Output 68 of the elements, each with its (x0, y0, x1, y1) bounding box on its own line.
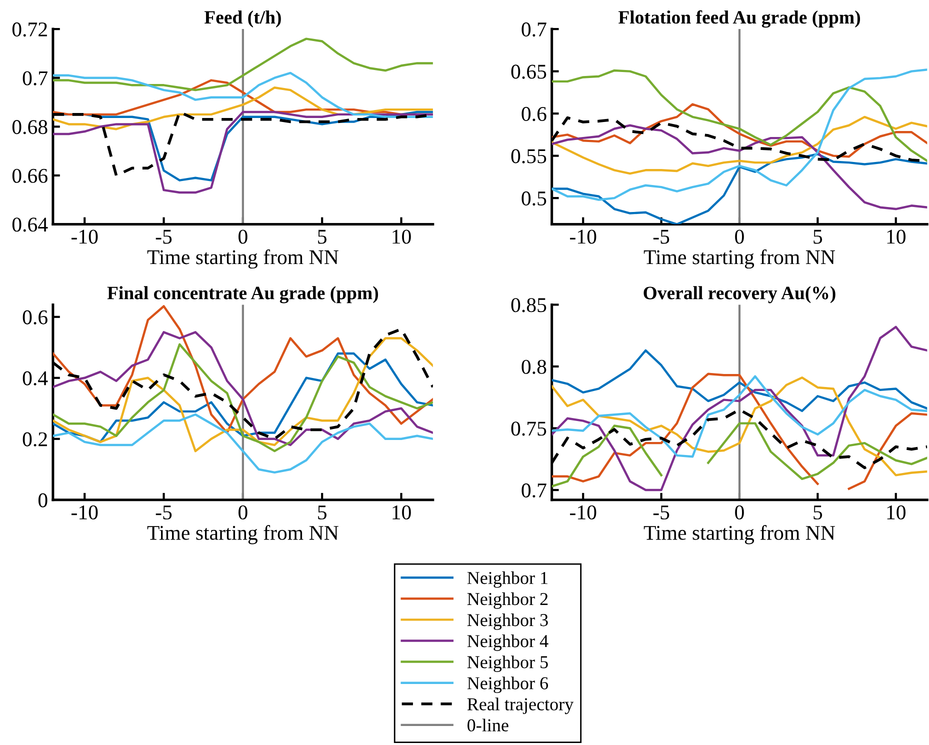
y-tick-label: 0.72 (12, 22, 47, 37)
x-tick-label: 5 (318, 506, 326, 520)
x-tick-label: -10 (570, 230, 596, 244)
x-tick-label: 5 (318, 230, 326, 244)
y-tick-label: 0.6 (522, 106, 546, 122)
y-tick-label: 0.4 (22, 371, 48, 386)
x-axis-title: Time starting from NN (147, 249, 338, 269)
y-tick-label: 0.8 (522, 360, 546, 374)
x-axis-title: Time starting from NN (644, 525, 835, 544)
y-tick-label: 0.68 (12, 120, 48, 134)
x-tick-label: -5 (653, 506, 670, 520)
legend-label: Neighbor 1 (467, 571, 548, 588)
y-tick-label: 0.7 (522, 22, 546, 37)
legend-label: Real trajectory (467, 698, 574, 714)
x-axis-title: Time starting from NN (644, 249, 835, 269)
line-series (552, 68, 928, 201)
line-series (552, 116, 928, 175)
line-series (552, 375, 928, 458)
line-series (552, 349, 928, 412)
x-tick-label: 10 (887, 505, 906, 520)
chart-title: Final concentrate Au grade (ppm) (107, 286, 378, 304)
line-series (52, 72, 433, 118)
line-series (552, 69, 928, 162)
x-tick-label: -10 (72, 230, 98, 244)
line-series (52, 38, 433, 92)
y-tick-label: 0.75 (511, 422, 546, 436)
x-tick-label: 5 (814, 230, 822, 244)
chart-title: Flotation feed Au grade (ppm) (618, 10, 860, 28)
x-tick-label: 10 (392, 505, 411, 520)
line-series (52, 352, 433, 444)
line-series (52, 305, 433, 434)
x-tick-label: -10 (72, 505, 98, 520)
y-tick-label: 0.66 (12, 168, 48, 183)
x-tick-label: 0 (238, 230, 248, 244)
y-tick-label: 0.64 (12, 218, 48, 232)
line-series (552, 326, 928, 492)
line-series (52, 413, 433, 474)
x-tick-label: 5 (814, 506, 822, 520)
legend-label: Neighbor 6 (467, 676, 548, 694)
y-tick-label: 0.5 (522, 191, 546, 206)
x-tick-label: 0 (735, 230, 744, 244)
legend-label: Neighbor 4 (467, 634, 548, 651)
x-tick-label: 10 (392, 230, 411, 244)
y-tick-label: 0.7 (522, 483, 546, 498)
x-tick-label: -5 (653, 230, 670, 244)
y-tick-label: 0.7 (22, 71, 48, 86)
x-axis-title: Time starting from NN (147, 525, 338, 544)
chart-title: Overall recovery Au(%) (644, 286, 836, 304)
x-tick-label: 0 (238, 505, 248, 520)
legend-label: 0-line (468, 718, 508, 732)
y-tick-label: 0.6 (22, 310, 48, 324)
x-tick-label: 10 (887, 230, 906, 244)
x-tick-label: 0 (735, 505, 744, 520)
x-tick-label: -5 (156, 230, 172, 244)
chart-title: Feed (t/h) (204, 10, 281, 28)
y-tick-label: 0.55 (511, 149, 546, 164)
y-tick-label: 0.85 (511, 298, 546, 312)
legend-label: Neighbor 3 (467, 613, 548, 630)
x-tick-label: -5 (156, 506, 172, 520)
y-tick-label: 0.2 (22, 432, 47, 446)
line-series (552, 103, 928, 158)
y-tick-label: 0 (38, 493, 48, 508)
line-series (552, 124, 928, 210)
y-tick-label: 0.65 (511, 64, 546, 79)
x-tick-label: -10 (570, 505, 596, 520)
line-series (52, 86, 433, 130)
legend-label: Neighbor 2 (467, 592, 548, 609)
legend-label: Neighbor 5 (467, 656, 548, 672)
